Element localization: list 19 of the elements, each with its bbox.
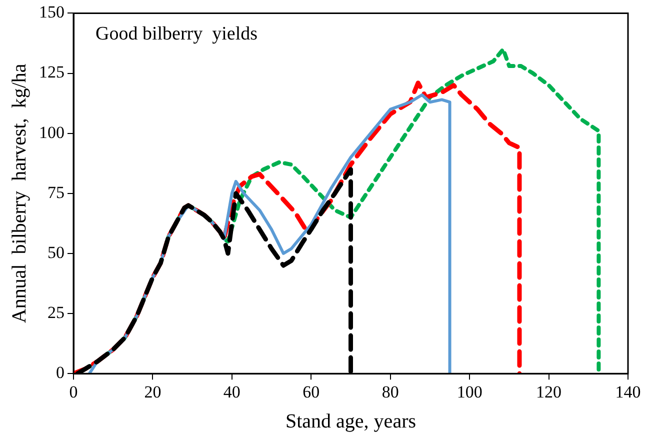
x-tick-label: 20	[144, 382, 162, 402]
x-tick-label: 120	[536, 382, 562, 402]
y-tick-label: 50	[48, 242, 64, 262]
y-tick-label: 75	[48, 182, 64, 202]
y-tick-label: 25	[48, 303, 64, 322]
text: Good bilberry yields	[96, 24, 258, 45]
y-axis-title: Annual bilberry harvest, kg/ha	[8, 64, 30, 324]
x-tick-label: 60	[302, 382, 320, 402]
x-tick-label: 0	[69, 382, 78, 402]
x-axis-title: Stand age, years	[285, 410, 416, 432]
x-tick-label: 80	[382, 382, 399, 402]
line-series	[74, 80, 522, 374]
y-tick-label: 0	[56, 363, 64, 382]
x-tick-label: 40	[223, 382, 240, 402]
x-tick-label: 140	[615, 382, 641, 402]
x-tick-label: 100	[456, 382, 482, 402]
y-tick-label: 125	[39, 62, 64, 82]
y-tick-label: 100	[39, 122, 64, 142]
y-tick-label: 150	[39, 2, 64, 22]
